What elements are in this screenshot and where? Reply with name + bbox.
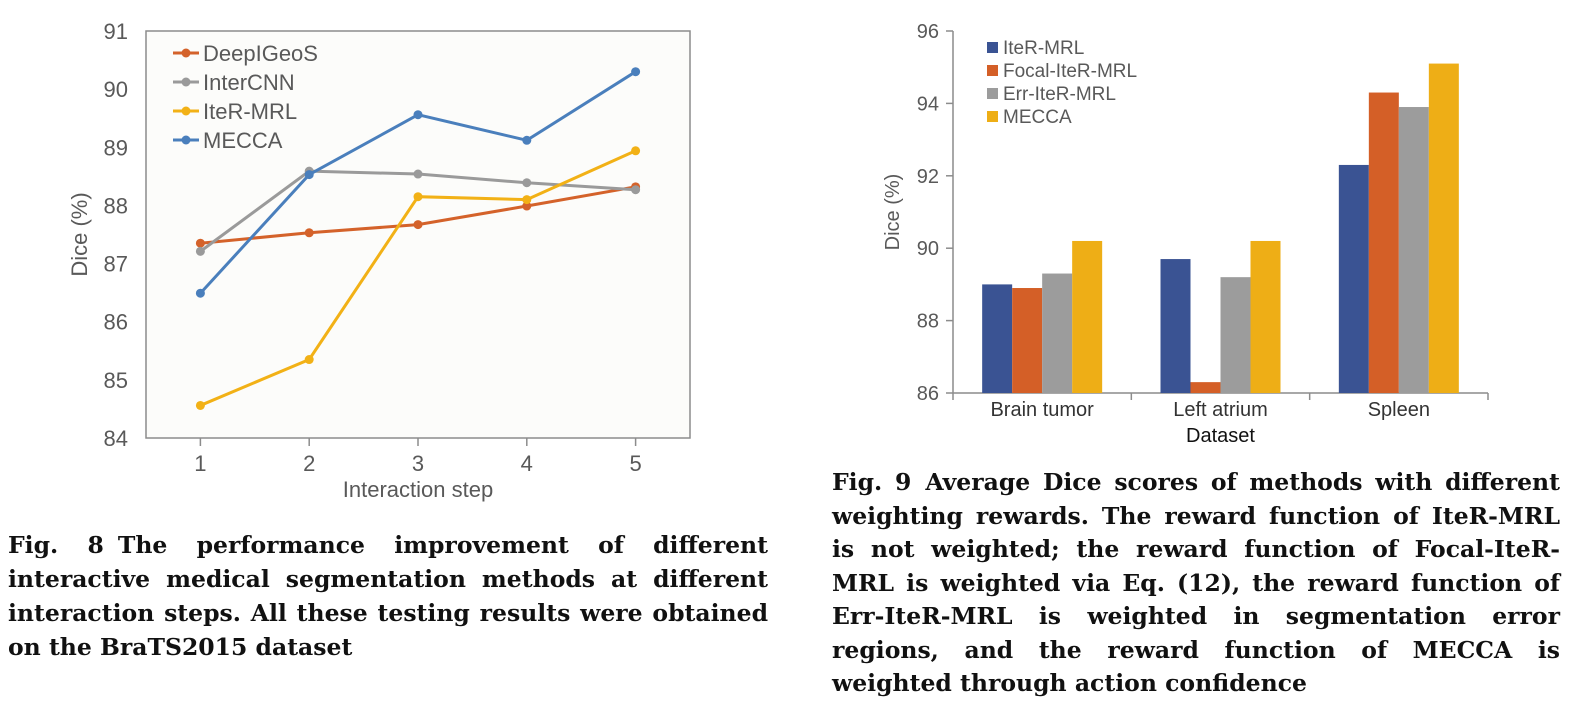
data-point-intercnn — [522, 178, 532, 188]
x-tick-label: 2 — [303, 451, 315, 476]
y-tick-label: 88 — [104, 193, 128, 218]
bar-category-label: Brain tumor — [990, 399, 1094, 421]
data-point-iter-mrl — [413, 192, 423, 202]
data-point-deepigeos — [522, 201, 532, 211]
x-tick-label: 5 — [629, 451, 641, 476]
legend-marker — [181, 135, 191, 145]
x-tick-label: 1 — [194, 451, 206, 476]
bar-iter-mrl — [1160, 259, 1191, 393]
bar-err-iter-mrl — [1042, 273, 1073, 393]
data-point-mecca — [631, 67, 641, 77]
bar-legend-swatch — [987, 88, 998, 99]
x-tick-label: 4 — [521, 451, 533, 476]
fig8-caption: Fig. 8 The performance improvement of dif… — [8, 528, 768, 664]
bar-err-iter-mrl — [1220, 277, 1251, 393]
bar-mecca — [1250, 240, 1281, 393]
bar-iter-mrl — [982, 284, 1013, 393]
data-point-mecca — [304, 170, 314, 180]
legend-label: IteR-MRL — [203, 99, 297, 124]
data-point-iter-mrl — [304, 355, 314, 365]
fig9-caption-text: Average Dice scores of methods with diff… — [832, 468, 1560, 697]
bar-err-iter-mrl — [1398, 107, 1429, 394]
x-tick-label: 3 — [412, 451, 424, 476]
data-point-iter-mrl — [522, 195, 532, 205]
data-point-intercnn — [413, 169, 423, 179]
bar-legend-swatch — [987, 111, 998, 122]
data-point-mecca — [413, 110, 423, 120]
bar-iter-mrl — [1338, 164, 1369, 393]
y-tick-label: 84 — [104, 426, 128, 451]
legend-marker — [181, 106, 191, 116]
line-plot-area — [145, 30, 691, 439]
bar-y-tick-label: 86 — [917, 383, 939, 405]
data-point-iter-mrl — [631, 146, 641, 156]
fig9-caption: Fig. 9 Average Dice scores of methods wit… — [832, 466, 1560, 701]
bar-legend-swatch — [987, 65, 998, 76]
legend-marker — [181, 48, 191, 58]
data-point-intercnn — [195, 246, 205, 256]
bar-category-label: Spleen — [1368, 399, 1430, 421]
y-tick-label: 91 — [104, 19, 128, 44]
bar-category-label: Left atrium — [1173, 399, 1267, 421]
bar-y-tick-label: 94 — [917, 93, 939, 115]
fig8-caption-text: The performance improvement of different… — [8, 531, 768, 661]
y-tick-label: 90 — [104, 77, 128, 102]
legend-label: DeepIGeoS — [203, 41, 318, 66]
data-point-deepigeos — [304, 228, 314, 238]
bar-legend-label: MECCA — [1003, 107, 1072, 128]
bar-focal-iter-mrl — [1190, 382, 1221, 393]
fig8-caption-label: Fig. 8 — [8, 531, 104, 559]
bar-legend-label: Err-IteR-MRL — [1003, 84, 1116, 105]
bar-mecca — [1072, 240, 1103, 393]
data-point-deepigeos — [413, 220, 423, 230]
y-tick-label: 87 — [104, 252, 128, 277]
y-tick-label: 86 — [104, 310, 128, 335]
y-tick-label: 85 — [104, 368, 128, 393]
legend-label: MECCA — [203, 128, 283, 153]
bar-y-axis-label: Dice (%) — [882, 174, 904, 251]
data-point-intercnn — [631, 185, 641, 195]
x-axis-label: Interaction step — [343, 477, 493, 502]
bar-x-axis-label: Dataset — [1186, 425, 1255, 447]
legend-label: InterCNN — [203, 70, 295, 95]
bar-focal-iter-mrl — [1012, 288, 1043, 393]
data-point-iter-mrl — [195, 400, 205, 410]
bar-focal-iter-mrl — [1368, 92, 1399, 393]
bar-y-tick-label: 88 — [917, 311, 939, 333]
data-point-mecca — [522, 135, 532, 145]
fig9-caption-label: Fig. 9 — [832, 468, 912, 496]
data-point-mecca — [195, 288, 205, 298]
bar-mecca — [1428, 63, 1459, 393]
y-tick-label: 89 — [104, 135, 128, 160]
bar-legend-label: IteR-MRL — [1003, 38, 1084, 59]
data-point-deepigeos — [195, 238, 205, 248]
legend-marker — [181, 77, 191, 87]
bar-y-tick-label: 92 — [917, 166, 939, 188]
bar-legend-swatch — [987, 42, 998, 53]
bar-y-tick-label: 90 — [917, 238, 939, 260]
bar-y-tick-label: 96 — [917, 21, 939, 43]
y-axis-label: Dice (%) — [67, 192, 92, 276]
bar-legend-label: Focal-IteR-MRL — [1003, 61, 1137, 82]
